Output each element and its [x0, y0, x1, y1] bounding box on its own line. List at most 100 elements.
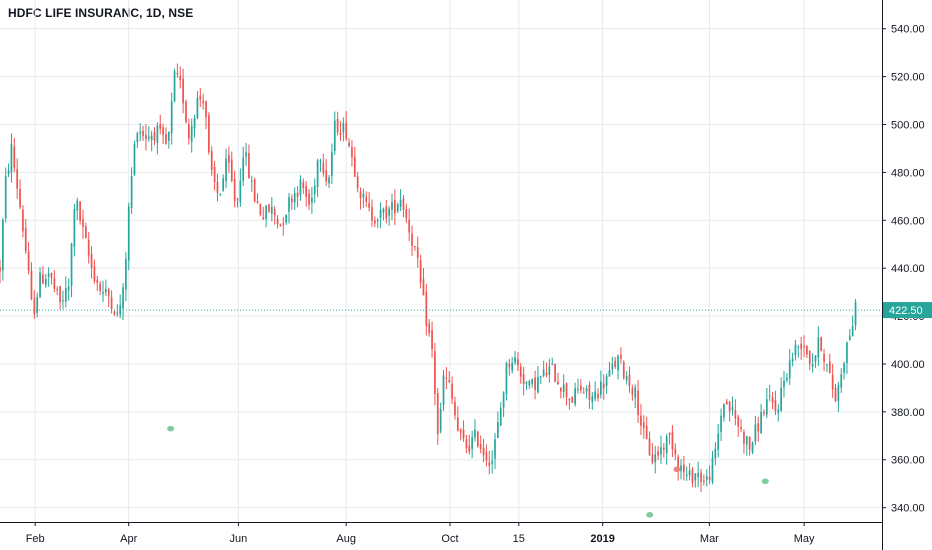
down-candle [488, 462, 491, 466]
down-candle [0, 267, 1, 272]
down-candle [448, 380, 451, 383]
up-candle [311, 197, 313, 203]
up-candle [67, 286, 70, 291]
up-candle [608, 370, 611, 377]
down-candle [657, 451, 659, 456]
up-candle [577, 388, 579, 390]
down-candle [408, 219, 411, 233]
down-candle [774, 400, 777, 411]
down-candle [213, 166, 216, 183]
down-candle [373, 220, 376, 224]
up-candle [73, 209, 76, 247]
up-candle [694, 473, 697, 481]
up-candle [156, 125, 159, 143]
down-candle [517, 359, 519, 366]
down-candle [651, 454, 654, 463]
down-candle [476, 431, 479, 447]
up-candle [342, 122, 345, 133]
up-candle [2, 219, 4, 271]
up-candle [777, 409, 780, 414]
up-candle [125, 258, 127, 290]
last-price-tag [883, 302, 932, 319]
up-candle [136, 133, 139, 143]
down-candle [230, 159, 233, 181]
up-candle [514, 357, 516, 363]
down-candle [588, 384, 591, 400]
down-candle [33, 298, 36, 315]
up-candle [848, 336, 851, 341]
down-candle [359, 191, 362, 199]
down-candle [763, 412, 765, 414]
down-candle [159, 124, 162, 129]
down-candle [622, 362, 625, 378]
up-candle [505, 362, 508, 395]
up-candle [851, 326, 854, 337]
time-axis: Feb Apr Jun Aug Oct 15 2019 Mar May [0, 522, 882, 545]
down-candle [290, 198, 293, 203]
down-candle [468, 445, 471, 452]
down-candle [248, 153, 250, 179]
down-candle [808, 351, 811, 364]
down-candle [56, 288, 59, 290]
up-candle [222, 178, 225, 192]
down-candle [571, 397, 574, 403]
green-signal-marker [646, 512, 654, 518]
up-candle [333, 120, 336, 152]
green-signal-marker [167, 425, 175, 432]
time-tick-label: Feb [26, 533, 45, 545]
price-tick-label: 500.00 [891, 120, 925, 132]
up-candle [760, 411, 762, 434]
up-candle [539, 375, 542, 378]
down-candle [268, 204, 270, 212]
down-candle [725, 401, 728, 405]
last-price-label: 422.50 [889, 305, 923, 317]
up-candle [193, 117, 196, 129]
down-candle [508, 363, 511, 368]
up-candle [147, 136, 150, 139]
down-candle [831, 375, 834, 390]
price-tick-label: 480.00 [891, 167, 925, 179]
time-tick-label: 2019 [590, 533, 614, 545]
price-tick-label: 380.00 [891, 407, 925, 419]
down-candle [50, 272, 53, 278]
up-candle [854, 302, 857, 326]
down-candle [416, 247, 419, 258]
up-candle [388, 208, 391, 216]
down-candle [554, 363, 556, 382]
down-candle [182, 78, 184, 104]
down-candle [142, 130, 144, 136]
down-candle [425, 291, 428, 327]
down-candle [614, 360, 617, 367]
down-candle [668, 433, 671, 435]
down-candle [24, 228, 27, 252]
down-candle [233, 178, 236, 202]
down-candle [642, 422, 645, 428]
up-candle [714, 448, 717, 459]
up-candle [474, 429, 476, 438]
up-candle [791, 358, 794, 362]
down-candle [202, 100, 205, 104]
red-signal-marker [673, 466, 681, 473]
down-candle [107, 289, 110, 297]
down-candle [356, 176, 359, 189]
down-candle [519, 366, 522, 377]
down-candle [256, 201, 259, 203]
up-candle [39, 272, 41, 298]
down-candle [87, 239, 90, 256]
time-tick-label: Oct [441, 533, 458, 545]
up-candle [780, 387, 783, 412]
price-tick-label: 340.00 [891, 503, 925, 515]
up-candle [562, 384, 565, 393]
down-candle [365, 196, 368, 202]
down-candle [456, 417, 459, 431]
down-candle [620, 354, 622, 359]
down-candle [485, 452, 488, 461]
up-candle [471, 437, 473, 450]
down-candle [228, 155, 230, 163]
down-candle [628, 374, 631, 386]
up-candle [745, 436, 748, 445]
up-candle [817, 337, 820, 358]
down-candle [16, 169, 19, 189]
time-tick-label: Aug [336, 533, 356, 545]
